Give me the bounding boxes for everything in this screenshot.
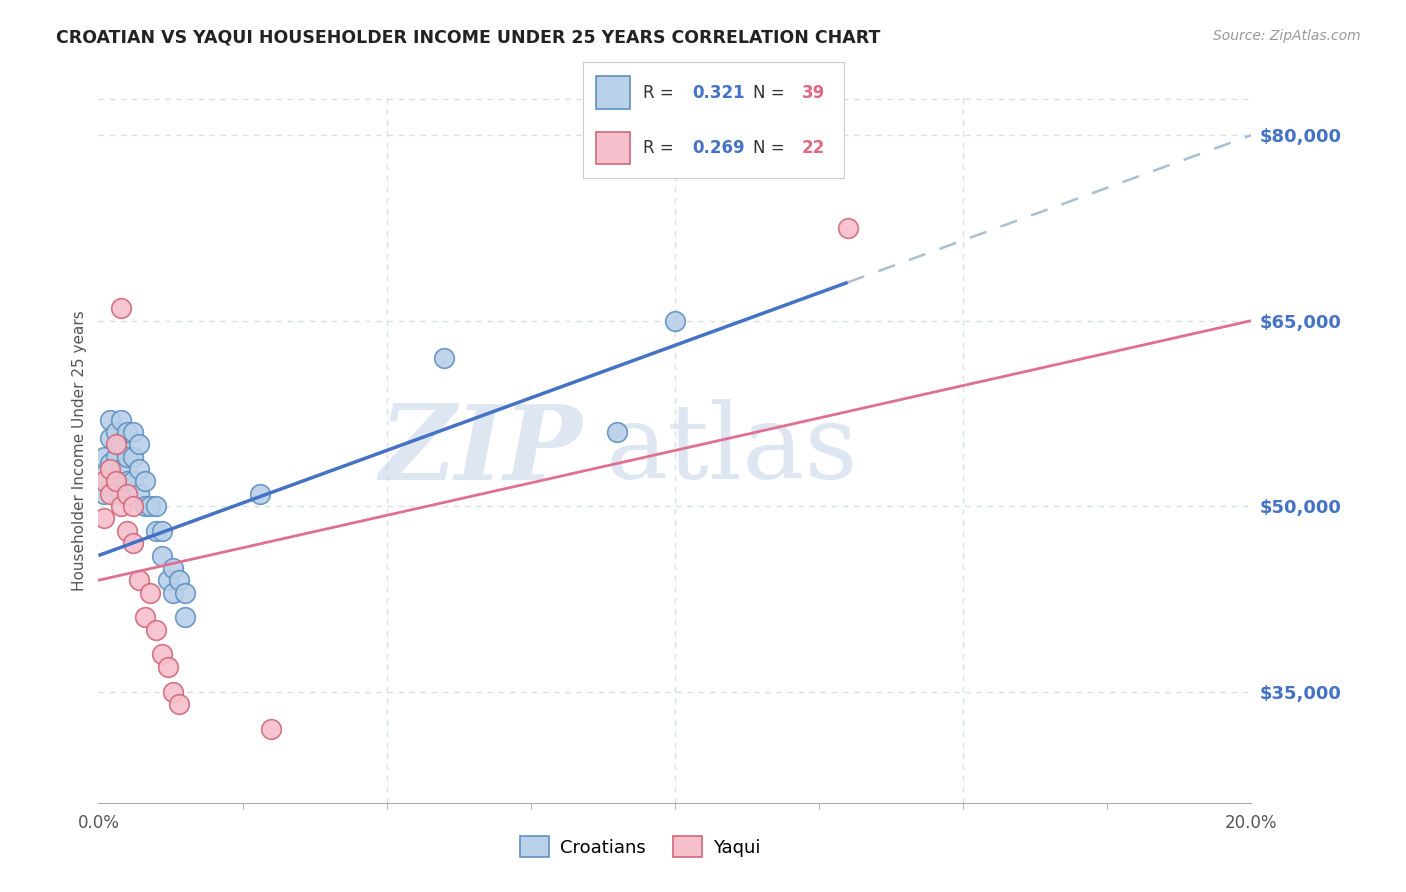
Text: 39: 39 (801, 84, 825, 102)
Point (93, 487, 115, 501)
Point (145, 623, 167, 637)
Text: CROATIAN VS YAQUI HOUSEHOLDER INCOME UNDER 25 YEARS CORRELATION CHART: CROATIAN VS YAQUI HOUSEHOLDER INCOME UND… (56, 29, 880, 46)
Point (145, 499, 167, 513)
Point (150, 648, 173, 662)
Point (98, 487, 121, 501)
Point (150, 524, 173, 538)
Point (93, 475, 115, 489)
Point (117, 425, 139, 439)
Text: Source: ZipAtlas.com: Source: ZipAtlas.com (1213, 29, 1361, 43)
Point (174, 610, 197, 624)
Text: N =: N = (752, 84, 789, 102)
Text: R =: R = (644, 139, 679, 157)
Point (98, 412, 121, 426)
Point (162, 684, 184, 698)
Text: 22: 22 (801, 139, 825, 157)
Point (134, 475, 156, 489)
Text: atlas: atlas (606, 400, 859, 501)
Point (167, 697, 190, 711)
Point (122, 450, 145, 464)
Point (93, 511, 115, 525)
Text: 0.269: 0.269 (693, 139, 745, 157)
Point (93, 468, 115, 483)
Point (249, 487, 271, 501)
Point (664, 313, 686, 327)
Legend: Croatians, Yaqui: Croatians, Yaqui (513, 829, 768, 864)
Point (93, 450, 115, 464)
Point (139, 585, 162, 599)
Point (117, 487, 139, 501)
Point (134, 499, 156, 513)
Point (122, 475, 145, 489)
Bar (596, 77, 630, 109)
Point (128, 462, 150, 476)
Text: N =: N = (752, 139, 789, 157)
Y-axis label: Householder Income Under 25 years: Householder Income Under 25 years (72, 310, 87, 591)
Point (122, 425, 145, 439)
Text: 0.321: 0.321 (693, 84, 745, 102)
Point (145, 524, 167, 538)
Point (110, 301, 132, 316)
Point (110, 437, 132, 451)
Point (260, 722, 283, 736)
Point (128, 574, 150, 588)
Point (162, 561, 184, 575)
Point (110, 487, 132, 501)
Point (104, 475, 127, 489)
Point (117, 524, 139, 538)
Point (837, 221, 859, 235)
Point (162, 585, 184, 599)
Point (156, 660, 179, 674)
Point (117, 475, 139, 489)
Point (110, 462, 132, 476)
Point (156, 574, 179, 588)
Point (104, 437, 127, 451)
Point (433, 351, 456, 365)
Point (104, 475, 127, 489)
Point (139, 499, 162, 513)
Point (128, 437, 150, 451)
Text: ZIP: ZIP (380, 400, 582, 501)
Point (606, 425, 628, 439)
Point (128, 487, 150, 501)
Point (150, 549, 173, 563)
Point (167, 574, 190, 588)
Text: R =: R = (644, 84, 679, 102)
Bar (596, 132, 630, 164)
Point (134, 610, 156, 624)
Point (174, 585, 197, 599)
Point (110, 412, 132, 426)
Point (110, 499, 132, 513)
Point (122, 536, 145, 550)
Point (122, 499, 145, 513)
Point (98, 462, 121, 476)
Point (117, 450, 139, 464)
Point (98, 431, 121, 445)
Point (104, 450, 127, 464)
Point (98, 456, 121, 470)
Point (104, 425, 127, 439)
